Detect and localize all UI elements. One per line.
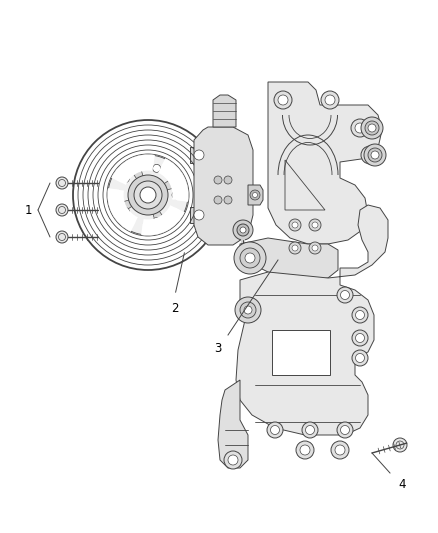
Polygon shape bbox=[213, 95, 236, 127]
Circle shape bbox=[234, 242, 266, 274]
Circle shape bbox=[56, 204, 68, 216]
Text: 4: 4 bbox=[398, 479, 406, 491]
Circle shape bbox=[355, 123, 365, 133]
Circle shape bbox=[233, 220, 253, 240]
Circle shape bbox=[292, 222, 298, 228]
Circle shape bbox=[356, 334, 364, 343]
Circle shape bbox=[305, 425, 314, 434]
Circle shape bbox=[325, 95, 335, 105]
Circle shape bbox=[312, 245, 318, 251]
Circle shape bbox=[237, 224, 249, 236]
Circle shape bbox=[296, 441, 314, 459]
Circle shape bbox=[292, 245, 298, 251]
Polygon shape bbox=[110, 200, 133, 217]
Polygon shape bbox=[272, 330, 330, 375]
Circle shape bbox=[335, 445, 345, 455]
Polygon shape bbox=[240, 238, 338, 280]
Circle shape bbox=[214, 176, 222, 184]
Polygon shape bbox=[236, 205, 388, 435]
Circle shape bbox=[235, 297, 261, 323]
Circle shape bbox=[352, 307, 368, 323]
Circle shape bbox=[56, 177, 68, 189]
Circle shape bbox=[134, 181, 162, 209]
Circle shape bbox=[289, 219, 301, 231]
Circle shape bbox=[352, 350, 368, 366]
Circle shape bbox=[56, 231, 68, 243]
Bar bbox=[258, 360, 276, 368]
Circle shape bbox=[337, 287, 353, 303]
Circle shape bbox=[356, 353, 364, 362]
Polygon shape bbox=[218, 380, 248, 468]
Circle shape bbox=[364, 144, 386, 166]
Circle shape bbox=[252, 192, 258, 198]
Text: 1: 1 bbox=[24, 204, 32, 216]
Circle shape bbox=[302, 422, 318, 438]
Circle shape bbox=[245, 253, 255, 263]
Circle shape bbox=[172, 191, 180, 199]
Polygon shape bbox=[268, 82, 382, 244]
Circle shape bbox=[214, 196, 222, 204]
Circle shape bbox=[300, 445, 310, 455]
Circle shape bbox=[271, 425, 279, 434]
Circle shape bbox=[240, 248, 260, 268]
Circle shape bbox=[153, 164, 161, 172]
Bar bbox=[190, 147, 208, 163]
Polygon shape bbox=[153, 210, 170, 233]
Text: 2: 2 bbox=[171, 302, 179, 314]
Circle shape bbox=[331, 441, 349, 459]
Circle shape bbox=[278, 95, 288, 105]
Polygon shape bbox=[194, 127, 253, 245]
Circle shape bbox=[240, 302, 256, 318]
Text: 3: 3 bbox=[214, 342, 222, 354]
Circle shape bbox=[365, 121, 379, 135]
Circle shape bbox=[244, 306, 252, 314]
Circle shape bbox=[224, 176, 232, 184]
Circle shape bbox=[361, 146, 379, 164]
Circle shape bbox=[228, 455, 238, 465]
Bar bbox=[190, 207, 208, 223]
Circle shape bbox=[250, 190, 260, 200]
Circle shape bbox=[267, 422, 283, 438]
Circle shape bbox=[351, 119, 369, 137]
Circle shape bbox=[121, 174, 129, 182]
Circle shape bbox=[368, 124, 376, 132]
Circle shape bbox=[121, 207, 129, 215]
Circle shape bbox=[340, 290, 350, 300]
Circle shape bbox=[365, 150, 375, 160]
Polygon shape bbox=[163, 173, 186, 190]
Circle shape bbox=[153, 217, 161, 225]
Circle shape bbox=[224, 451, 242, 469]
Circle shape bbox=[108, 155, 188, 235]
Circle shape bbox=[309, 242, 321, 254]
Circle shape bbox=[368, 148, 382, 162]
Circle shape bbox=[393, 438, 407, 452]
Circle shape bbox=[340, 425, 350, 434]
Circle shape bbox=[289, 242, 301, 254]
Circle shape bbox=[321, 91, 339, 109]
Circle shape bbox=[352, 330, 368, 346]
Circle shape bbox=[356, 311, 364, 319]
Circle shape bbox=[194, 150, 204, 160]
Circle shape bbox=[371, 151, 379, 159]
Circle shape bbox=[312, 222, 318, 228]
Circle shape bbox=[361, 117, 383, 139]
Circle shape bbox=[140, 187, 156, 203]
Circle shape bbox=[337, 422, 353, 438]
Circle shape bbox=[194, 210, 204, 220]
Polygon shape bbox=[248, 185, 263, 205]
Circle shape bbox=[128, 175, 168, 215]
Circle shape bbox=[274, 91, 292, 109]
Circle shape bbox=[240, 227, 246, 233]
Circle shape bbox=[224, 196, 232, 204]
Circle shape bbox=[309, 219, 321, 231]
Polygon shape bbox=[126, 157, 143, 180]
